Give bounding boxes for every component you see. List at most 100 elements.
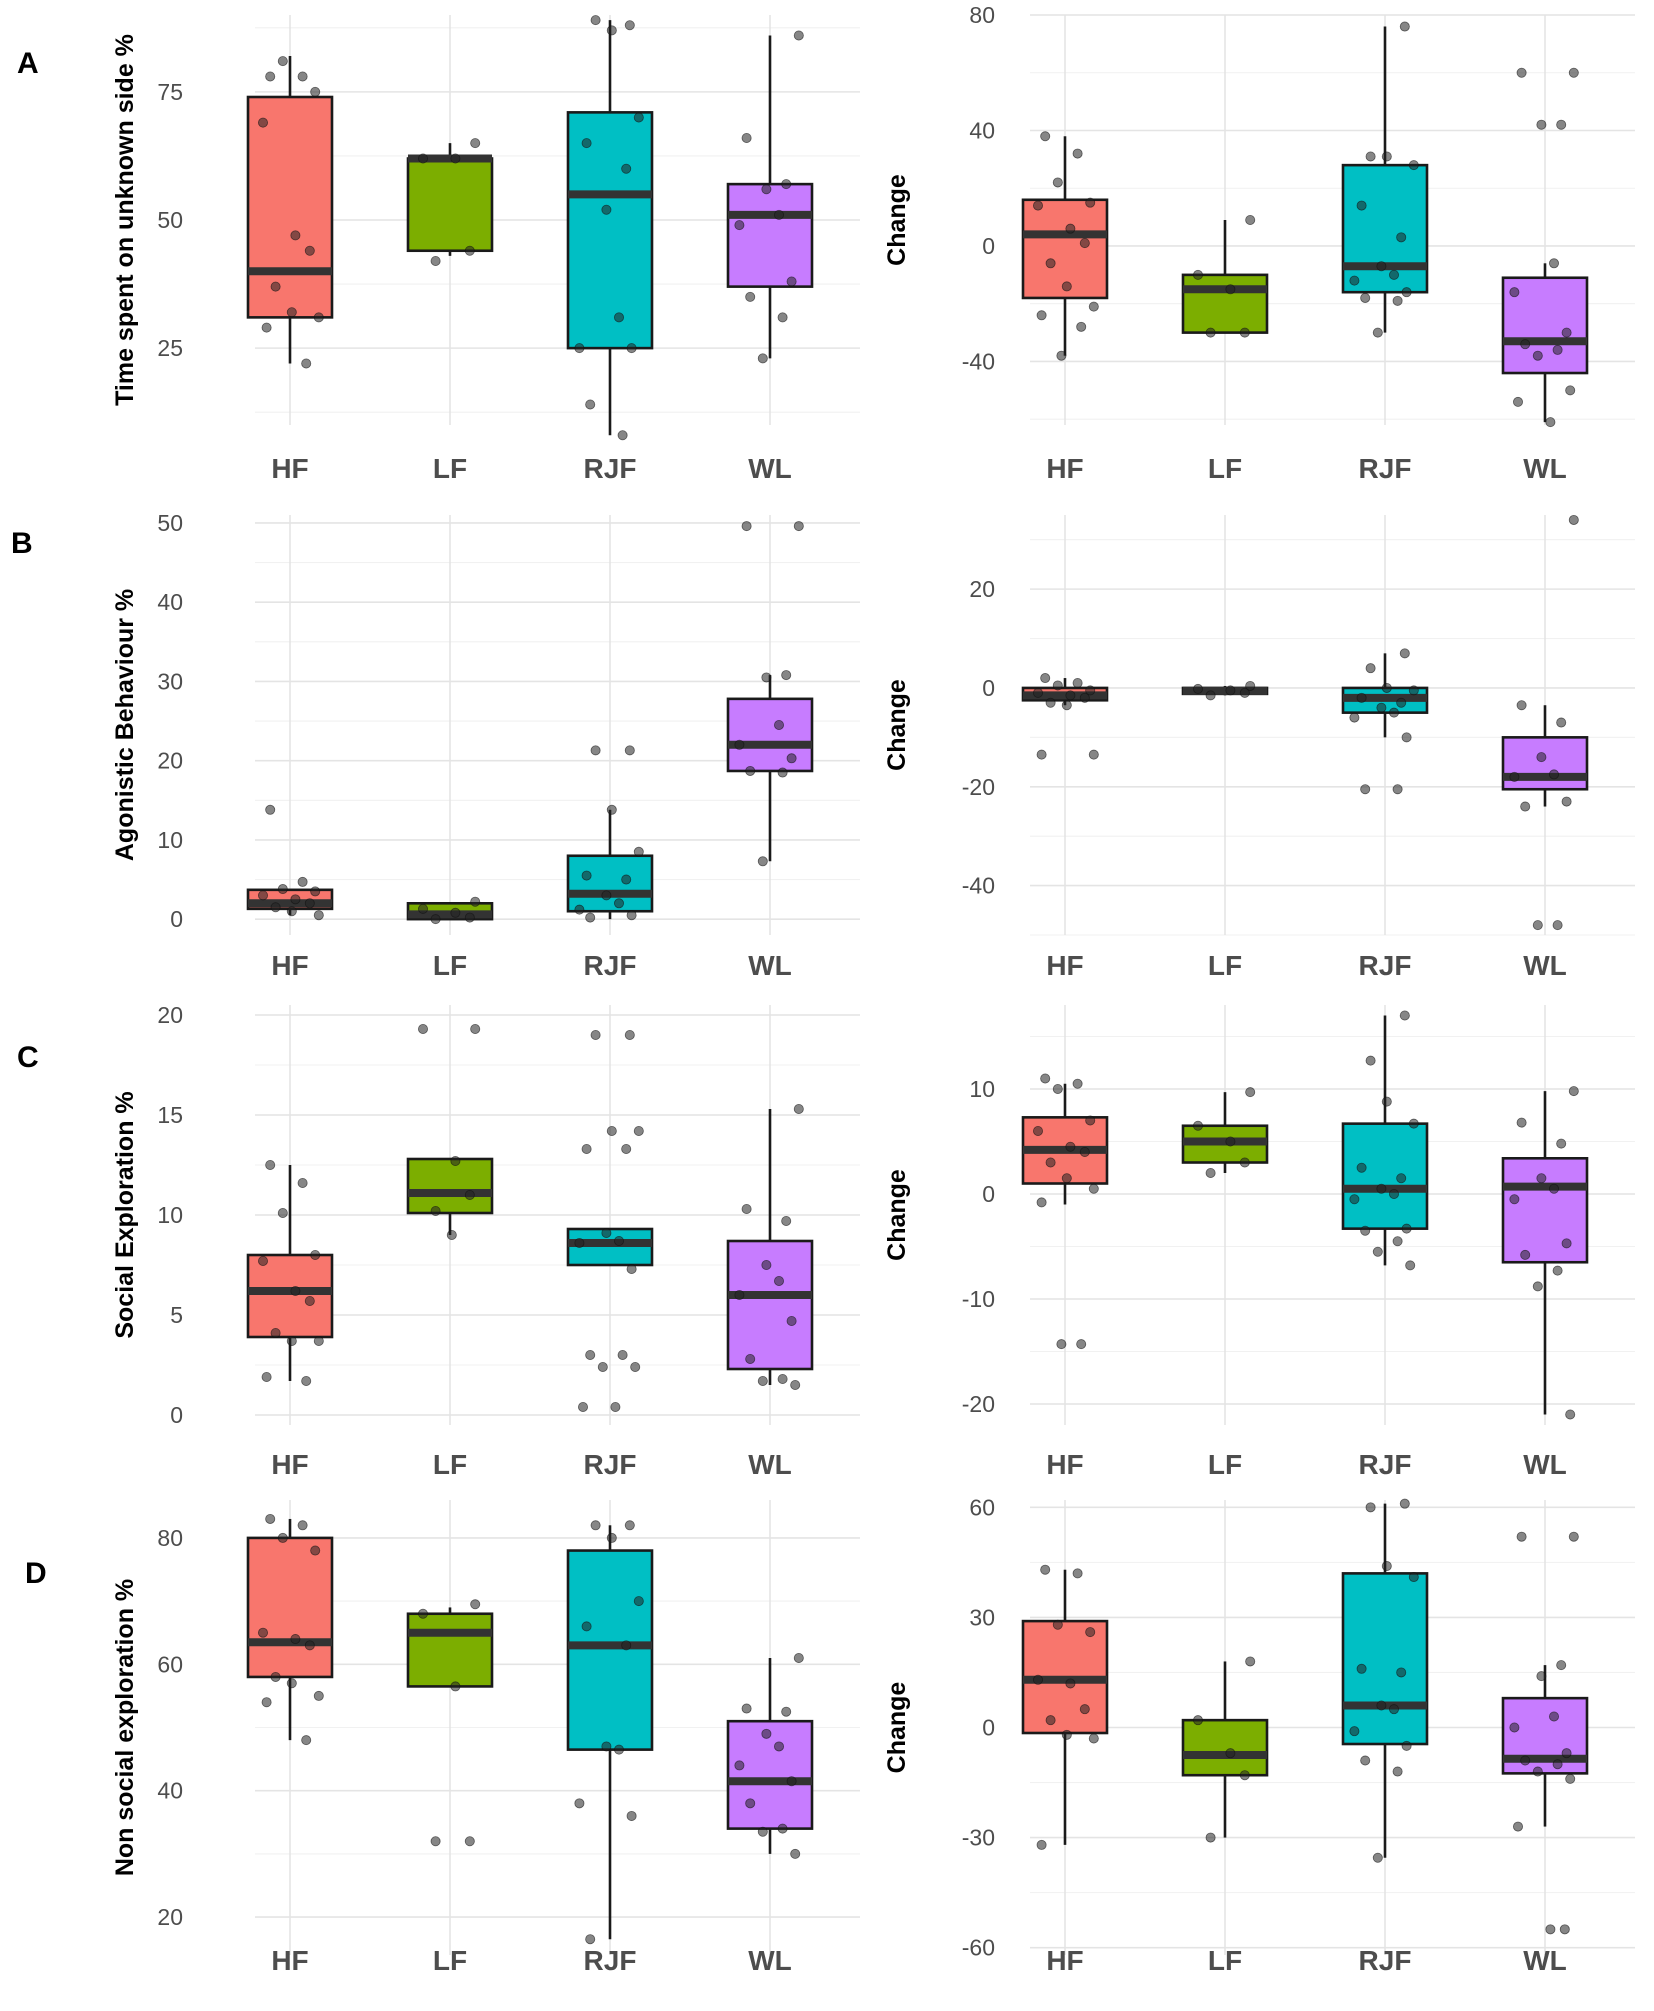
panel-d-left-rjf-data-point (624, 1520, 635, 1531)
panel-d-right-wl-data-point (1552, 1759, 1563, 1770)
panel-d-left-wl-data-point (793, 1652, 804, 1663)
panel-b-left-wl-data-point (761, 672, 772, 683)
panel-d-left-wl-data-point (741, 1703, 752, 1714)
panel-a-time-unknown-side-plot: 25 50 75 Time spent on unknown side % HF LF RJ… (111, 15, 860, 484)
panel-b-right-y-tick-label: -40 (962, 873, 995, 899)
panel-d-left-rjf-data-point (601, 1741, 612, 1752)
panel-b-right-rjf-data-point (1408, 685, 1419, 696)
panel-d-right-wl-data-point (1556, 1660, 1567, 1671)
panel-b-right-rjf-data-point (1349, 712, 1360, 723)
panel-c-left-hf-x-tick-label: HF (271, 1449, 308, 1480)
panel-c-left-lf-box (406, 1157, 494, 1215)
panel-c-right-wl-data-point (1552, 1265, 1563, 1276)
panel-c-left-rjf-data-point (597, 1362, 608, 1373)
panel-b-left-lf-data-point (450, 907, 461, 918)
panel-a-left-wl-data-point (781, 179, 792, 190)
panel-d-left-wl-data-point (777, 1823, 788, 1834)
panel-d-right-wl-data-point (1559, 1924, 1570, 1935)
panel-c-left-wl-data-point (781, 1216, 792, 1227)
panel-d-right-hf-data-point (1040, 1564, 1051, 1575)
panel-d-right-wl-data-point (1532, 1766, 1543, 1777)
panel-a-left-hf-data-point (304, 245, 315, 256)
panel-d-right-rjf-data-point (1392, 1766, 1403, 1777)
panel-d-right-hf-data-point (1061, 1729, 1072, 1740)
panel-a-left-rjf-data-point (617, 430, 628, 441)
panel-d-right-hf-x-tick-label: HF (1046, 1945, 1083, 1976)
panel-c-left-wl-data-point (777, 1374, 788, 1385)
panel-c-left-lf-data-point (417, 1024, 428, 1035)
panel-c-left-wl-box (726, 1239, 814, 1371)
panel-c-right-hf-data-point (1040, 1073, 1051, 1084)
panel-d-left-y-tick-label: 60 (157, 1651, 183, 1677)
panel-a-right-y-tick-label: 0 (982, 233, 995, 259)
panel-c-right-rjf-data-point (1389, 1189, 1400, 1200)
panel-b-right-hf-data-point (1045, 697, 1056, 708)
panel-b-right-wl-data-point (1516, 700, 1527, 711)
panel-c-right-wl-data-point (1568, 1086, 1579, 1097)
panel-b-left-y-tick-label: 50 (157, 510, 183, 536)
panel-c-right-rjf-data-point (1405, 1260, 1416, 1271)
panel-d-left-hf-data-point (310, 1545, 321, 1556)
panel-b-right-hf-data-point (1061, 700, 1072, 711)
panel-a-right-lf-x-tick-label: LF (1208, 453, 1242, 484)
panel-c-left-hf-data-point (290, 1286, 301, 1297)
panel-b-right-rjf-data-point (1365, 663, 1376, 674)
panel-d-right-rjf-x-tick-label: RJF (1359, 1945, 1412, 1976)
panel-b-right-wl-x-tick-label: WL (1523, 950, 1567, 981)
panel-b-agonistic-behaviour-plot: 0 10 20 30 40 50 Agonistic Behaviour % HF LF RJF W… (111, 510, 860, 981)
panel-c-right-hf-data-point (1045, 1157, 1056, 1168)
panel-d-right-rjf-data-point (1401, 1740, 1412, 1751)
panel-d-left-rjf-data-point (590, 1520, 601, 1531)
panel-c-right-rjf-data-point (1381, 1096, 1392, 1107)
panel-d-right-wl-data-point (1520, 1755, 1531, 1766)
panel-a-left-lf-data-point (470, 138, 481, 149)
panel-d-right-rjf-data-point (1396, 1667, 1407, 1678)
panel-a-left-lf-data-point (430, 255, 441, 266)
panel-b-right-lf-data-point (1239, 687, 1250, 698)
panel-b-right-y-tick-label: -20 (962, 774, 995, 800)
panel-d-right-wl-data-point (1545, 1924, 1556, 1935)
panel-b-left-rjf-data-point (633, 846, 644, 857)
panel-d-left-lf-data-point (430, 1836, 441, 1847)
panel-d-right-rjf-data-point (1376, 1700, 1387, 1711)
panel-b-left-y-axis-title: Agonistic Behaviour % (111, 589, 139, 861)
panel-b-left-wl-data-point (745, 765, 756, 776)
panel-c-left-y-tick-label: 0 (170, 1402, 183, 1428)
panel-b-left-rjf-data-point (574, 904, 585, 915)
panel-a-left-hf-data-point (297, 71, 308, 82)
panel-a-right-rjf-x-tick-label: RJF (1359, 453, 1412, 484)
panel-d-left-rjf-data-point (574, 1798, 585, 1809)
panel-b-change-plot: -40 -20 0 20 Change HF LF RJF WL (883, 514, 1635, 981)
panel-b-left-hf-data-point (304, 898, 315, 909)
panel-a-left-hf-data-point (270, 281, 281, 292)
panel-a-right-rjf-data-point (1372, 327, 1383, 338)
panel-b-right-wl-data-point (1520, 801, 1531, 812)
panel-c-left-lf-x-tick-label: LF (433, 1449, 467, 1480)
panel-d-right-wl-data-point (1561, 1748, 1572, 1759)
panel-a-left-rjf-data-point (606, 25, 617, 36)
panel-c-left-rjf-data-point (630, 1362, 641, 1373)
panel-d-right-hf-data-point (1088, 1733, 1099, 1744)
panel-c-left-hf-data-point (261, 1372, 272, 1383)
panel-a-right-wl-x-tick-label: WL (1523, 453, 1567, 484)
panel-b-right-hf-data-point (1052, 680, 1063, 691)
panel-a-left-wl-x-tick-label: WL (748, 453, 792, 484)
panel-d-left-hf-data-point (290, 1634, 301, 1645)
panel-a-right-rjf-data-point (1408, 160, 1419, 171)
panel-a-left-lf-data-point (464, 245, 475, 256)
panel-d-left-hf-data-point (270, 1671, 281, 1682)
panel-d-left-wl-data-point (786, 1776, 797, 1787)
panel-d-left-wl-box (726, 1719, 814, 1830)
panel-d-left-y-axis-title: Non social exploration % (111, 1579, 139, 1876)
panel-a-right-wl-data-point (1520, 339, 1531, 350)
panel-c-right-hf-data-point (1033, 1126, 1044, 1137)
panel-d-right-y-tick-label: 60 (969, 1494, 995, 1520)
panel-d-left-rjf-box (566, 1549, 654, 1751)
panel-c-left-wl-x-tick-label: WL (748, 1449, 792, 1480)
panel-a-left-y-axis-title: Time spent on unknown side % (111, 34, 139, 406)
panel-a-left-y-tick-label: 75 (157, 79, 183, 105)
panel-a-right-rjf-data-point (1349, 275, 1360, 286)
panel-d-right-rjf-data-point (1349, 1726, 1360, 1737)
panel-label-a: A (17, 47, 39, 80)
panel-d-left-wl-data-point (781, 1706, 792, 1717)
